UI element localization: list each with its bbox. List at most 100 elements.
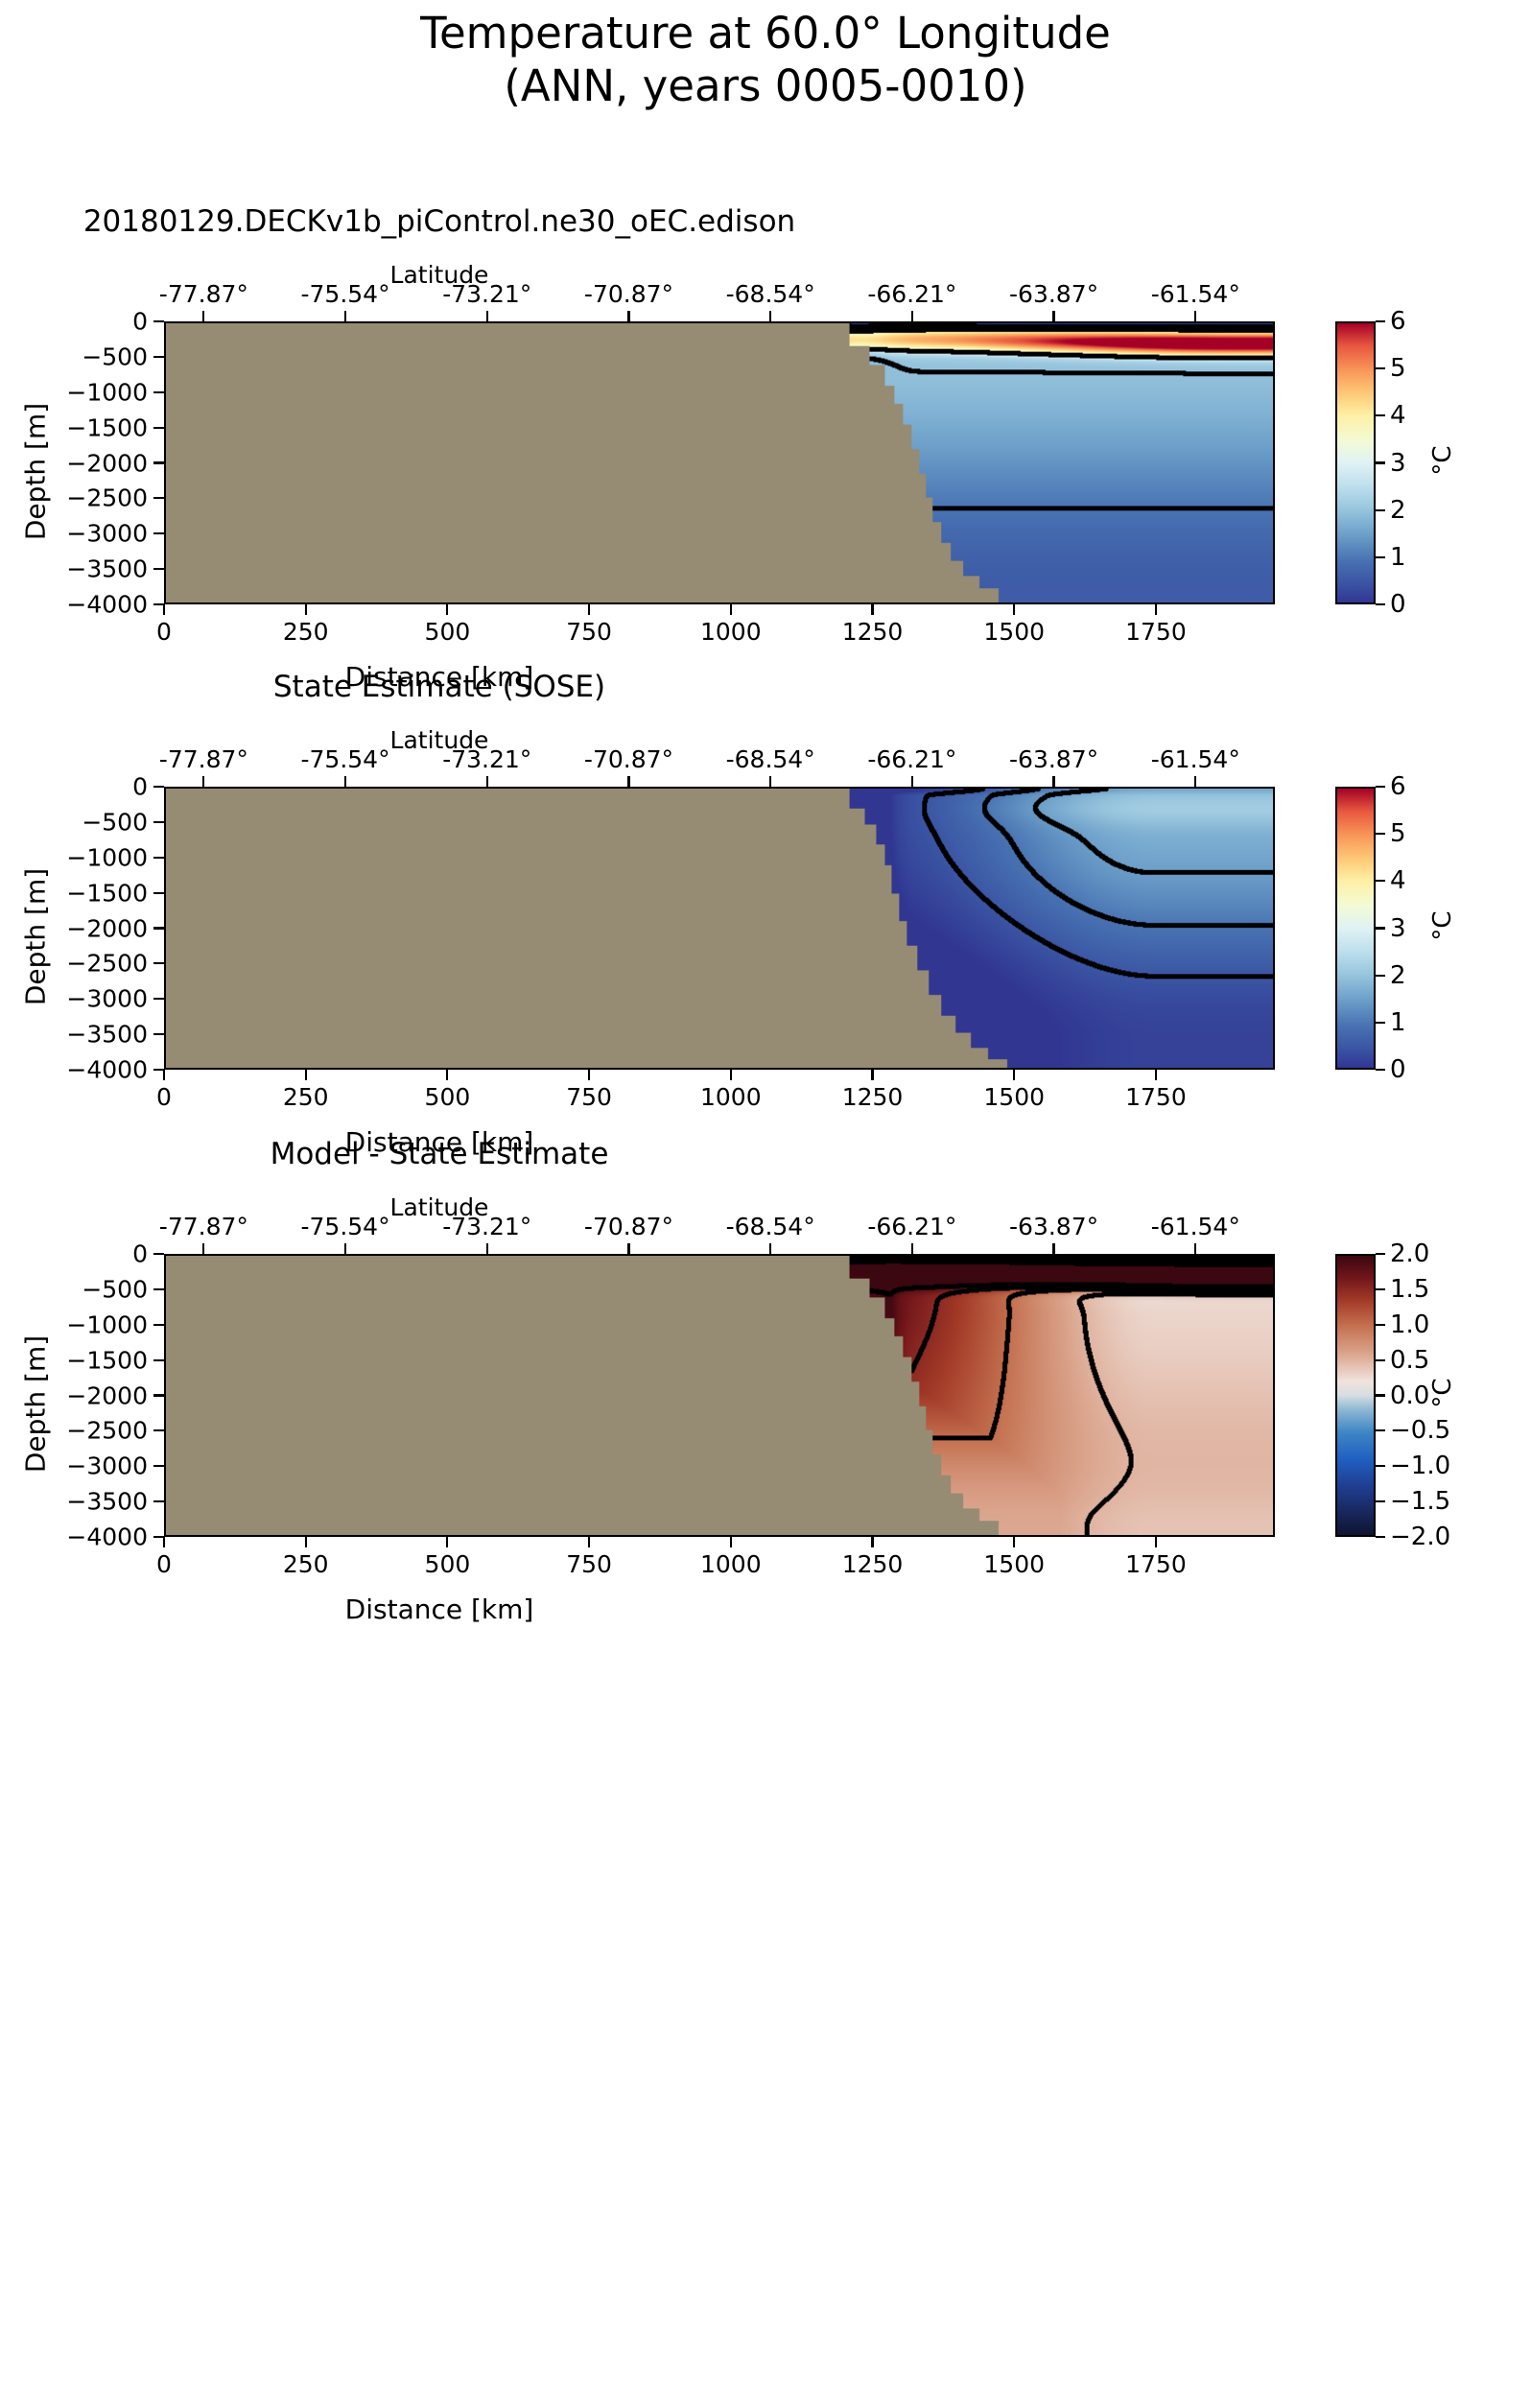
depth-tick-mark (153, 1429, 164, 1432)
figure-suptitle: Temperature at 60.0° Longitude (ANN, year… (0, 8, 1531, 113)
colorbar-tick-label: 5 (1390, 819, 1406, 849)
colorbar-tick-mark (1376, 1358, 1385, 1361)
depth-tick-mark (153, 1033, 164, 1036)
distance-tick-label: 750 (566, 1083, 612, 1111)
panel3-colorbar-unit: °C (1428, 1378, 1457, 1408)
colorbar-tick-mark (1376, 1465, 1385, 1468)
colorbar-tick-label: −1.0 (1390, 1452, 1451, 1481)
depth-tick-label: −3000 (66, 1452, 148, 1480)
latitude-tick-mark (910, 1243, 913, 1254)
distance-tick-mark (1013, 1070, 1016, 1080)
depth-tick-mark (153, 390, 164, 393)
panel3-axes (164, 1254, 1275, 1537)
distance-tick-mark (871, 1537, 874, 1547)
colorbar-tick-mark (1376, 974, 1385, 977)
colorbar-tick-mark (1376, 1323, 1385, 1326)
latitude-tick-mark (910, 311, 913, 321)
latitude-tick-label: -73.21° (442, 280, 532, 308)
latitude-tick-mark (343, 1243, 347, 1254)
panel2-latitude-axis-label: Latitude (389, 726, 489, 754)
latitude-tick-label: -63.87° (1009, 1213, 1099, 1240)
distance-tick-mark (729, 1070, 732, 1080)
colorbar-tick-mark (1376, 833, 1385, 836)
depth-tick-label: −3500 (66, 1020, 148, 1049)
colorbar-tick-mark (1376, 1068, 1385, 1072)
distance-tick-label: 750 (566, 618, 612, 646)
colorbar-tick-label: 0.0 (1390, 1381, 1430, 1410)
depth-tick-label: 0 (132, 1239, 148, 1268)
distance-tick-label: 500 (424, 618, 471, 646)
latitude-tick-label: -66.21° (867, 745, 957, 773)
depth-tick-mark (153, 1394, 164, 1397)
distance-tick-label: 750 (566, 1550, 612, 1578)
distance-tick-label: 1750 (1125, 1550, 1187, 1578)
depth-tick-mark (153, 426, 164, 429)
latitude-tick-label: -75.54° (300, 280, 390, 308)
colorbar-tick-label: 6 (1390, 772, 1406, 801)
distance-tick-mark (1154, 1537, 1158, 1547)
depth-tick-mark (153, 820, 164, 823)
depth-tick-label: −3500 (66, 555, 148, 583)
distance-tick-label: 1000 (700, 618, 762, 646)
colorbar-tick-label: 0.5 (1390, 1345, 1430, 1375)
latitude-tick-label: -61.54° (1150, 280, 1240, 308)
latitude-tick-label: -68.54° (725, 1213, 815, 1240)
panel-model: 20180129.DECKv1b_piControl.ne30_oEC.edis… (0, 187, 1531, 878)
colorbar-tick-label: 0 (1390, 1055, 1406, 1084)
distance-tick-mark (446, 1070, 449, 1080)
colorbar-tick-label: 4 (1390, 401, 1406, 431)
colorbar-tick-label: 3 (1390, 913, 1406, 943)
distance-tick-label: 0 (156, 618, 172, 646)
panel1-ylabel: Depth [m] (19, 402, 52, 541)
distance-tick-mark (588, 1070, 591, 1080)
colorbar-tick-mark (1376, 1287, 1385, 1290)
distance-tick-mark (304, 604, 307, 615)
depth-tick-mark (153, 497, 164, 500)
depth-tick-label: −2000 (66, 914, 148, 942)
colorbar-tick-label: 2.0 (1390, 1239, 1430, 1268)
colorbar-tick-mark (1376, 555, 1385, 558)
distance-tick-label: 1500 (983, 618, 1046, 646)
latitude-tick-mark (910, 776, 913, 787)
latitude-tick-mark (769, 1243, 772, 1254)
depth-tick-label: −1500 (66, 413, 148, 442)
depth-tick-label: −2500 (66, 949, 148, 978)
colorbar-tick-label: 4 (1390, 866, 1406, 896)
latitude-tick-label: -77.87° (158, 280, 248, 308)
latitude-tick-label: -63.87° (1009, 280, 1099, 308)
latitude-tick-mark (1052, 311, 1055, 321)
distance-tick-mark (1013, 1537, 1016, 1547)
latitude-tick-mark (343, 311, 347, 321)
distance-tick-label: 1500 (983, 1083, 1046, 1111)
panel1-colorbar (1335, 321, 1376, 604)
panel-difference: Model - State Estimate Latitude Distance… (0, 1120, 1531, 1810)
latitude-tick-mark (202, 1243, 205, 1254)
latitude-tick-mark (485, 776, 488, 787)
depth-tick-mark (153, 1323, 164, 1326)
latitude-tick-mark (343, 776, 347, 787)
distance-tick-label: 1000 (700, 1083, 762, 1111)
distance-tick-mark (1154, 604, 1158, 615)
distance-tick-mark (304, 1070, 307, 1080)
depth-tick-mark (153, 1465, 164, 1468)
colorbar-tick-mark (1376, 1535, 1385, 1539)
latitude-tick-label: -73.21° (442, 1213, 532, 1240)
latitude-tick-mark (627, 311, 630, 321)
depth-tick-label: 0 (132, 772, 148, 801)
colorbar-tick-label: 3 (1390, 448, 1406, 478)
colorbar-tick-mark (1376, 785, 1385, 789)
distance-tick-label: 500 (424, 1550, 471, 1578)
panel2-title: State Estimate (SOSE) (272, 670, 606, 704)
distance-tick-mark (871, 604, 874, 615)
panel2-colorbar (1335, 787, 1376, 1070)
depth-tick-label: −3000 (66, 519, 148, 548)
depth-tick-label: −1000 (66, 378, 148, 407)
panel2-colorbar-unit: °C (1428, 910, 1457, 941)
panel1-field (166, 323, 1273, 602)
depth-tick-label: −500 (82, 1275, 148, 1304)
latitude-tick-mark (1194, 1243, 1197, 1254)
distance-tick-mark (871, 1070, 874, 1080)
distance-tick-mark (588, 604, 591, 615)
colorbar-tick-mark (1376, 1021, 1385, 1024)
latitude-tick-mark (202, 311, 205, 321)
